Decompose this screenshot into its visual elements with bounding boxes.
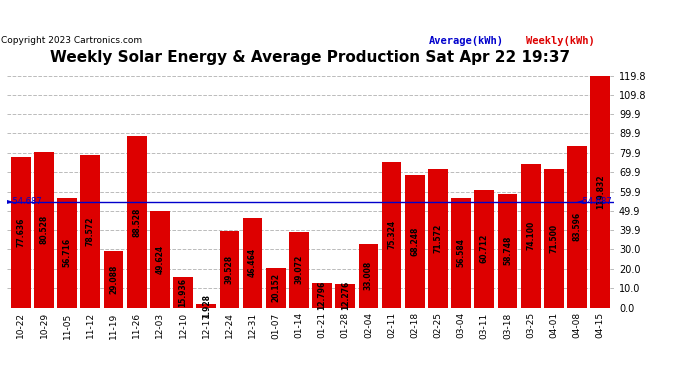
Bar xyxy=(313,283,332,308)
Text: 29.088: 29.088 xyxy=(109,265,118,294)
Text: 15.936: 15.936 xyxy=(179,278,188,307)
Text: 119.832: 119.832 xyxy=(595,174,604,209)
Text: Copyright 2023 Cartronics.com: Copyright 2023 Cartronics.com xyxy=(1,36,142,45)
Bar xyxy=(428,169,448,308)
Text: 49.624: 49.624 xyxy=(155,245,164,274)
Text: 56.584: 56.584 xyxy=(457,238,466,267)
Text: 46.464: 46.464 xyxy=(248,248,257,277)
Text: 12.796: 12.796 xyxy=(317,280,326,310)
Text: 83.596: 83.596 xyxy=(573,212,582,241)
Text: 88.528: 88.528 xyxy=(132,207,141,237)
Bar xyxy=(567,146,587,308)
Text: 20.152: 20.152 xyxy=(271,273,280,303)
Text: 39.528: 39.528 xyxy=(225,255,234,284)
Text: 78.572: 78.572 xyxy=(86,217,95,246)
Text: 74.100: 74.100 xyxy=(526,221,535,251)
Bar xyxy=(104,251,124,308)
Bar xyxy=(544,169,564,308)
Text: 39.072: 39.072 xyxy=(295,255,304,284)
Text: 33.008: 33.008 xyxy=(364,261,373,290)
Bar xyxy=(266,268,286,308)
Bar xyxy=(81,155,100,308)
Text: 58.748: 58.748 xyxy=(503,236,512,266)
Text: Average(kWh): Average(kWh) xyxy=(429,36,504,46)
Bar xyxy=(359,244,378,308)
Bar xyxy=(173,277,193,308)
Bar xyxy=(243,217,262,308)
Bar xyxy=(591,76,610,307)
Bar xyxy=(382,162,402,308)
Bar xyxy=(475,190,494,308)
Text: 68.248: 68.248 xyxy=(411,227,420,256)
Bar xyxy=(34,152,54,308)
Bar xyxy=(57,198,77,308)
Bar xyxy=(497,194,518,308)
Text: 12.276: 12.276 xyxy=(341,281,350,310)
Text: 80.528: 80.528 xyxy=(39,215,48,244)
Text: 60.712: 60.712 xyxy=(480,234,489,263)
Bar xyxy=(335,284,355,308)
Bar xyxy=(289,232,308,308)
Bar xyxy=(127,136,146,308)
Text: 56.716: 56.716 xyxy=(63,238,72,267)
Text: 71.500: 71.500 xyxy=(549,224,558,253)
Bar xyxy=(451,198,471,308)
Text: 75.324: 75.324 xyxy=(387,220,396,249)
Text: Weekly(kWh): Weekly(kWh) xyxy=(526,36,595,46)
Text: ►54.687: ►54.687 xyxy=(7,197,43,206)
Bar xyxy=(521,164,540,308)
Text: 71.572: 71.572 xyxy=(433,224,442,253)
Text: 77.636: 77.636 xyxy=(17,217,26,247)
Text: 1.928: 1.928 xyxy=(201,294,210,318)
Bar xyxy=(197,304,216,307)
Text: ◄54.687: ◄54.687 xyxy=(578,197,613,206)
Bar xyxy=(219,231,239,308)
Bar xyxy=(11,157,30,308)
Bar xyxy=(405,176,424,308)
Title: Weekly Solar Energy & Average Production Sat Apr 22 19:37: Weekly Solar Energy & Average Production… xyxy=(50,50,571,65)
Bar xyxy=(150,211,170,308)
